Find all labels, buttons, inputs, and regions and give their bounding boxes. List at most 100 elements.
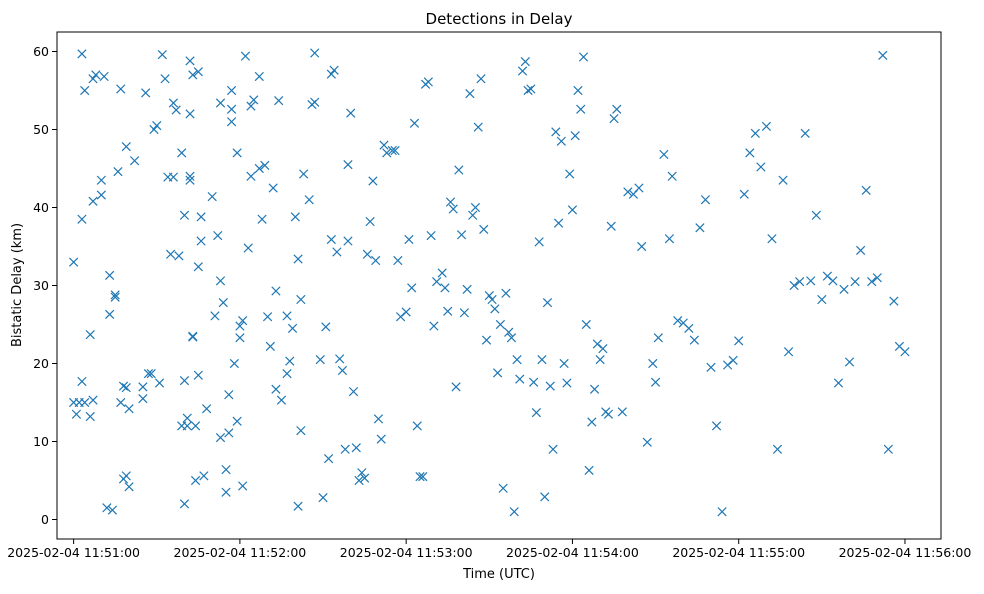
data-point-marker [872,273,882,283]
data-point-marker [767,234,777,244]
data-point-marker [143,369,154,379]
data-point-marker [335,354,345,364]
x-axis-ticks: 2025-02-04 11:51:00 2025-02-04 11:52:00 20… [7,539,971,560]
data-point-marker [418,471,428,482]
data-point-marker [587,417,597,427]
x-tick-label: 2025-02-04 11:53:00 [340,545,473,560]
data-point-marker [323,454,334,464]
data-point-marker [257,214,267,224]
data-point-marker [141,88,151,98]
data-point-marker [559,358,569,369]
data-point-marker [88,196,98,206]
data-point-marker [88,74,98,84]
data-point-marker [878,50,888,61]
y-tick-label: 40 [33,200,49,215]
data-point-marker [337,365,348,376]
data-point-marker [232,416,242,426]
data-point-marker [595,354,605,365]
data-point-marker [465,88,475,99]
data-point-marker [711,421,722,431]
data-point-marker [213,230,223,241]
data-point-marker [105,309,115,319]
data-point-marker [542,298,553,308]
data-point-marker [598,344,608,354]
data-point-marker [368,176,378,186]
data-point-marker [429,321,439,331]
data-point-marker [589,384,600,394]
data-point-marker [224,428,234,438]
data-point-marker [121,142,131,152]
data-point-marker [154,378,165,388]
data-point-marker [113,166,123,177]
data-point-marker [526,84,536,94]
data-point-marker [722,360,733,370]
data-point-marker [390,145,400,156]
data-point-marker [462,284,472,295]
data-point-marker [426,230,436,241]
data-point-marker [789,280,799,291]
data-point-marker [116,84,126,94]
data-point-marker [174,251,184,261]
data-point-marker [179,499,190,509]
data-point-marker [215,276,226,286]
data-point-marker [260,160,270,171]
data-point-marker [168,98,179,108]
data-point-marker [750,128,760,139]
data-point-marker [844,357,855,367]
data-point-marker [296,425,306,436]
data-point-marker [484,291,494,301]
data-point-marker [667,171,677,181]
data-point-marker [404,234,414,245]
data-point-marker [188,70,198,80]
data-point-marker [761,121,772,132]
data-point-marker [110,292,120,302]
data-point-marker [329,65,339,75]
data-point-marker [274,96,284,106]
data-point-marker [684,323,694,334]
data-point-marker [492,368,503,378]
data-point-marker [437,268,447,278]
data-point-marker [182,421,192,431]
data-point-marker [116,397,126,408]
data-point-marker [232,148,242,158]
data-point-marker [520,57,530,67]
data-point-marker [448,204,458,214]
y-tick-label: 0 [41,512,49,527]
data-point-marker [249,95,259,105]
data-point-marker [77,376,87,387]
y-tick-label: 30 [33,278,49,293]
data-point-marker [105,270,115,280]
data-point-marker [673,315,683,326]
y-axis-ticks: 0 10 20 30 40 50 60 [33,44,57,527]
data-point-marker [190,421,201,431]
data-point-marker [459,308,469,318]
data-point-marker [185,175,195,185]
data-point-marker [185,171,195,181]
chart-title: Detections in Delay [426,10,573,28]
data-point-marker [354,475,364,486]
y-tick-label: 50 [33,122,49,137]
data-point-marker [506,333,517,343]
data-point-marker [138,393,148,404]
data-point-marker [346,108,356,118]
data-point-marker [282,369,292,379]
data-point-marker [80,397,90,408]
data-point-marker [202,404,212,414]
data-point-marker [578,52,589,62]
data-point-marker [451,382,461,392]
data-point-marker [664,234,675,244]
data-point-marker [124,404,134,414]
data-point-marker [243,243,253,253]
data-point-marker [299,169,309,179]
data-point-marker [581,319,591,330]
data-point-marker [340,444,350,454]
data-point-marker [440,283,450,293]
data-point-marker [157,49,167,60]
data-point-marker [304,195,314,205]
data-point-marker [504,327,514,337]
data-point-marker [476,74,486,84]
data-point-marker [240,51,251,61]
data-point-marker [357,468,367,478]
data-point-marker [238,481,248,491]
data-point-marker [637,241,647,252]
